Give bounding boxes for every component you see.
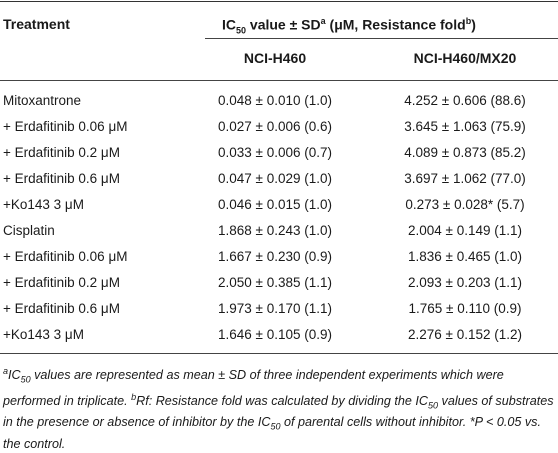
treatment-cell: + Erdafitinib 0.2 μM xyxy=(3,145,120,160)
ncih460mx20-value-cell: 4.089 ± 0.873 (85.2) xyxy=(404,145,526,160)
treatment-cell: + Erdafitinib 0.06 μM xyxy=(3,119,128,134)
treatment-cell: + Erdafitinib 0.06 μM xyxy=(3,249,128,264)
treatment-cell: + Erdafitinib 0.6 μM xyxy=(3,171,120,186)
ncih460-value-cell: 0.048 ± 0.010 (1.0) xyxy=(218,93,332,108)
ncih460mx20-value-cell: 3.645 ± 1.063 (75.9) xyxy=(404,119,526,134)
top-rule xyxy=(0,1,558,2)
header-bottom-rule xyxy=(0,80,558,81)
bottom-rule xyxy=(0,353,558,354)
header-col-ncih460mx20: NCI-H460/MX20 xyxy=(413,50,517,66)
treatment-cell: Cisplatin xyxy=(3,223,55,238)
ncih460-value-cell: 1.646 ± 0.105 (0.9) xyxy=(218,327,332,342)
ncih460mx20-value-cell: 1.765 ± 0.110 (0.9) xyxy=(408,301,522,316)
ncih460-value-cell: 0.033 ± 0.006 (0.7) xyxy=(218,145,332,160)
treatment-cell: Mitoxantrone xyxy=(3,93,82,108)
treatment-cell: +Ko143 3 μM xyxy=(3,197,84,212)
ncih460-value-cell: 0.027 ± 0.006 (0.6) xyxy=(218,119,332,134)
ncih460-value-cell: 1.868 ± 0.243 (1.0) xyxy=(218,223,332,238)
header-ic50: IC50 value ± SDa (μM, Resistance foldb) xyxy=(222,16,476,36)
ncih460mx20-value-cell: 1.836 ± 0.465 (1.0) xyxy=(408,249,522,264)
header-col-ncih460: NCI-H460 xyxy=(243,50,307,66)
treatment-cell: + Erdafitinib 0.2 μM xyxy=(3,275,120,290)
ncih460mx20-value-cell: 3.697 ± 1.062 (77.0) xyxy=(404,171,526,186)
treatment-cell: + Erdafitinib 0.6 μM xyxy=(3,301,120,316)
table-footnote: aIC50 values are represented as mean ± S… xyxy=(3,366,554,451)
ncih460mx20-value-cell: 2.093 ± 0.203 (1.1) xyxy=(408,275,522,290)
header-treatment: Treatment xyxy=(3,16,70,32)
ncih460-value-cell: 0.046 ± 0.015 (1.0) xyxy=(218,197,332,212)
ncih460-value-cell: 2.050 ± 0.385 (1.1) xyxy=(218,275,332,290)
ncih460mx20-value-cell: 2.276 ± 0.152 (1.2) xyxy=(408,327,522,342)
ncih460-value-cell: 1.973 ± 0.170 (1.1) xyxy=(218,301,332,316)
ncih460-value-cell: 1.667 ± 0.230 (0.9) xyxy=(218,249,332,264)
ncih460-value-cell: 0.047 ± 0.029 (1.0) xyxy=(218,171,332,186)
ncih460mx20-value-cell: 2.004 ± 0.149 (1.1) xyxy=(408,223,522,238)
treatment-cell: +Ko143 3 μM xyxy=(3,327,84,342)
ncih460mx20-value-cell: 0.273 ± 0.028* (5.7) xyxy=(405,197,525,212)
header-subrule xyxy=(205,38,558,39)
ncih460mx20-value-cell: 4.252 ± 0.606 (88.6) xyxy=(404,93,526,108)
